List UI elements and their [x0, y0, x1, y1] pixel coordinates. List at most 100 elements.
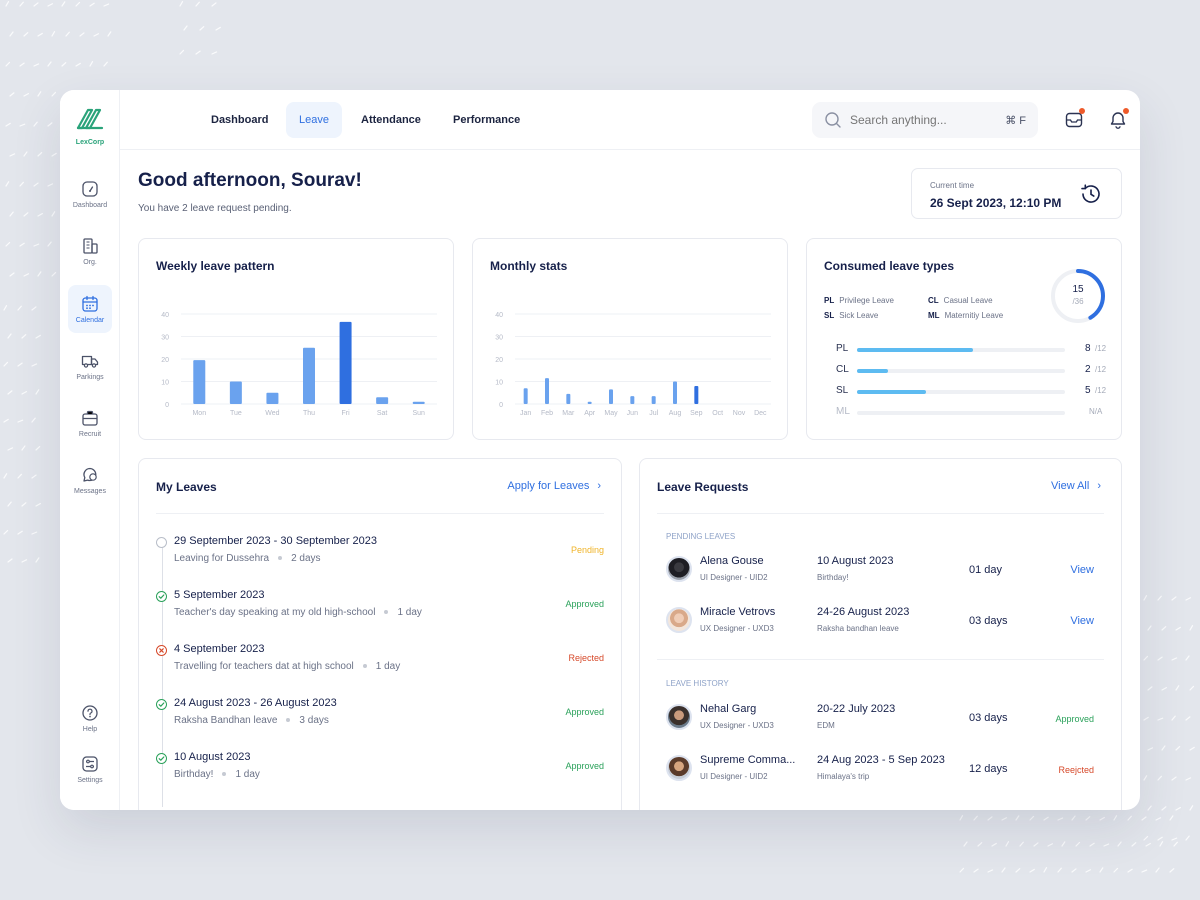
bar-sep[interactable]: [694, 386, 699, 404]
status-badge: Approved: [565, 599, 604, 609]
leave-date: 10 August 2023: [174, 751, 251, 763]
bar-thu[interactable]: [303, 347, 315, 404]
chevron-right-icon: ›: [1097, 480, 1101, 492]
leave-bar-used: 8: [1085, 343, 1091, 354]
sidebar-item-parkings[interactable]: Parkings: [68, 342, 112, 390]
requester-role: UI Designer - UID2: [700, 573, 768, 582]
gauge-icon: [82, 180, 98, 197]
legend-item: CL Casual Leave: [928, 296, 993, 305]
tab-dashboard[interactable]: Dashboard: [211, 114, 269, 126]
leave-date: 5 September 2023: [174, 589, 265, 601]
divider: [657, 513, 1104, 514]
weekly-leave-card: Weekly leave pattern 0 10 20 30 40 Mon Tue Wed T…: [138, 238, 454, 440]
avatar: [666, 607, 692, 633]
requester-name: Alena Gouse: [700, 555, 764, 567]
leave-bar-fill: [857, 369, 889, 373]
briefcase-icon: [82, 410, 98, 426]
request-days: 12 days: [969, 763, 1008, 775]
my-leaves-card: My Leaves Apply for Leaves › 29 Septembe…: [138, 458, 622, 810]
leave-history-heading: LEAVE HISTORY: [666, 679, 729, 688]
x-tick-label: Dec: [754, 410, 767, 417]
y-tick-label: 0: [165, 402, 169, 409]
sidebar-item-org[interactable]: Org.: [68, 227, 112, 275]
leave-requests-card: Leave Requests View All › PENDING LEAVES…: [639, 458, 1122, 810]
leave-date: 24 August 2023 - 26 August 2023: [174, 697, 337, 709]
inbox-button[interactable]: [1064, 108, 1085, 130]
status-badge: Pending: [570, 545, 604, 555]
history-row[interactable]: Nehal Garg UX Designer - UXD3 20-22 July…: [666, 700, 1096, 740]
apply-leaves-link[interactable]: Apply for Leaves ›: [507, 480, 601, 492]
request-row[interactable]: Alena Gouse UI Designer - UID2 10 August…: [666, 552, 1096, 592]
x-tick-label: Sun: [412, 410, 425, 417]
sidebar-item-label: Parkings: [76, 373, 104, 381]
leave-date: 4 September 2023: [174, 643, 265, 655]
leave-item[interactable]: 4 September 2023 Travelling for teachers…: [156, 641, 604, 685]
sidebar-item-calendar[interactable]: Calendar: [68, 285, 112, 333]
history-row[interactable]: Supreme Comma... UI Designer - UID2 24 A…: [666, 751, 1096, 791]
leave-item[interactable]: 24 August 2023 - 26 August 2023 Raksha B…: [156, 695, 604, 739]
status-badge: Approved: [565, 761, 604, 771]
bar-fri[interactable]: [339, 321, 352, 404]
bar-sat[interactable]: [376, 397, 389, 404]
view-request-button[interactable]: View: [1070, 615, 1094, 627]
view-request-button[interactable]: View: [1070, 564, 1094, 576]
tab-attendance[interactable]: Attendance: [361, 114, 421, 126]
building-icon: [83, 237, 98, 254]
leave-item[interactable]: 29 September 2023 - 30 September 2023 Le…: [156, 533, 604, 577]
my-leaves-title: My Leaves: [156, 480, 217, 494]
bar-jan[interactable]: [523, 388, 528, 404]
sidebar-item-label: Recruit: [78, 430, 102, 438]
leave-duration: 1 day: [375, 661, 401, 672]
leave-item[interactable]: 5 September 2023 Teacher's day speaking …: [156, 587, 604, 631]
leave-date: 29 September 2023 - 30 September 2023: [174, 535, 378, 547]
notifications-button[interactable]: [1108, 108, 1129, 130]
brand-logo[interactable]: LexCorp: [74, 106, 106, 146]
leave-duration: 1 day: [397, 607, 422, 618]
sidebar-item-messages[interactable]: Messages: [68, 456, 112, 504]
bar-jun[interactable]: [630, 396, 635, 404]
y-tick-label: 20: [161, 357, 169, 364]
legend-item: PL Privilege Leave: [824, 296, 894, 305]
leave-item[interactable]: 10 August 2023 Birthday! 1 day Approved: [156, 749, 604, 793]
bell-icon: [1110, 112, 1126, 129]
request-reason: Himalaya's trip: [817, 772, 870, 781]
sidebar-item-label: Help: [82, 725, 98, 733]
avatar: [666, 755, 692, 781]
bar-mar[interactable]: [566, 393, 571, 404]
truck-icon: [81, 355, 99, 368]
leave-bar-sl: SL 5 /12: [824, 385, 1106, 399]
request-date: 24-26 August 2023: [817, 606, 910, 618]
request-row[interactable]: Miracle Vetrovs UX Designer - UXD3 24-26…: [666, 603, 1096, 643]
sidebar-item-settings[interactable]: Settings: [68, 745, 112, 793]
sidebar-item-dashboard[interactable]: Dashboard: [68, 170, 112, 218]
sidebar-item-recruit[interactable]: Recruit: [68, 399, 112, 447]
bar-sun[interactable]: [412, 401, 425, 404]
donut-total: /36: [1072, 297, 1084, 306]
tab-performance[interactable]: Performance: [453, 114, 521, 126]
bar-mon[interactable]: [193, 360, 206, 404]
bar-feb[interactable]: [545, 378, 549, 404]
sidebar-item-help[interactable]: Help: [68, 694, 112, 742]
bar-tue[interactable]: [229, 381, 242, 405]
request-days: 03 days: [969, 615, 1008, 627]
x-tick-label: May: [604, 410, 618, 417]
leave-bar-total: /12: [1095, 365, 1107, 374]
leave-bar-key: PL: [836, 343, 849, 354]
search-input[interactable]: [850, 113, 990, 127]
settings-icon: [82, 755, 98, 772]
bar-apr[interactable]: [587, 401, 592, 404]
consumed-leave-card: Consumed leave types 15 /36 PL Privilege …: [806, 238, 1122, 440]
tab-leave[interactable]: Leave: [286, 102, 342, 138]
leave-duration: 1 day: [235, 769, 260, 780]
search-box[interactable]: ⌘ F: [812, 102, 1038, 138]
view-all-link[interactable]: View All ›: [1051, 480, 1101, 492]
page-title: Good afternoon, Sourav!: [138, 170, 362, 191]
bar-may[interactable]: [609, 389, 613, 404]
requester-role: UX Designer - UXD3: [700, 624, 774, 633]
bar-aug[interactable]: [673, 381, 677, 405]
bar-wed[interactable]: [266, 392, 279, 404]
divider: [657, 659, 1104, 660]
leave-bar-key: SL: [836, 385, 849, 396]
bar-jul[interactable]: [651, 396, 656, 404]
leave-reason: Travelling for teachers dat at high scho…: [174, 661, 354, 672]
